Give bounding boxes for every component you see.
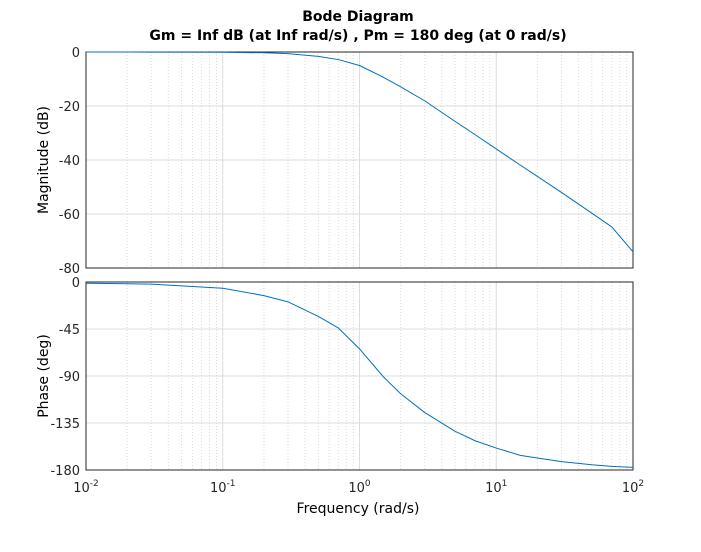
magnitude-y-tick-label: -20 [59,100,80,115]
x-tick-label: 10-1 [210,479,236,496]
magnitude-y-tick-label: -40 [59,154,80,169]
phase-panel: 0 -45 -90 -135 -180 Phase (deg) [36,276,634,479]
magnitude-y-axis-label: Magnitude (dB) [36,106,52,214]
phase-y-tick-label: -135 [50,417,80,432]
phase-y-tick-label: -180 [50,464,80,479]
x-tick-label: 102 [622,479,644,496]
phase-y-tick-label: 0 [72,276,80,291]
magnitude-y-tick-label: 0 [72,46,80,61]
magnitude-series-line [85,51,634,253]
chart-subtitle: Gm = Inf dB (at Inf rad/s) , Pm = 180 de… [149,28,566,44]
phase-y-tick-label: -45 [59,323,80,338]
phase-y-tick-label: -90 [59,370,80,385]
x-tick-label: 101 [485,479,507,496]
magnitude-y-tick-label: -80 [59,262,80,277]
x-axis-label: Frequency (rad/s) [297,501,420,517]
x-tick-label: 10-2 [73,479,99,496]
magnitude-axes-box [85,51,634,269]
phase-y-axis-label: Phase (deg) [36,334,52,418]
magnitude-panel: 0 -20 -40 -60 -80 Magnitude (dB) [36,46,634,277]
magnitude-y-tick-label: -60 [59,208,80,223]
x-tick-label: 100 [348,479,371,496]
chart-title: Bode Diagram [302,9,414,25]
phase-series-line [85,282,634,468]
phase-axes-box [85,281,634,471]
x-tick-labels: 10-2 10-1 100 101 102 [73,479,644,496]
